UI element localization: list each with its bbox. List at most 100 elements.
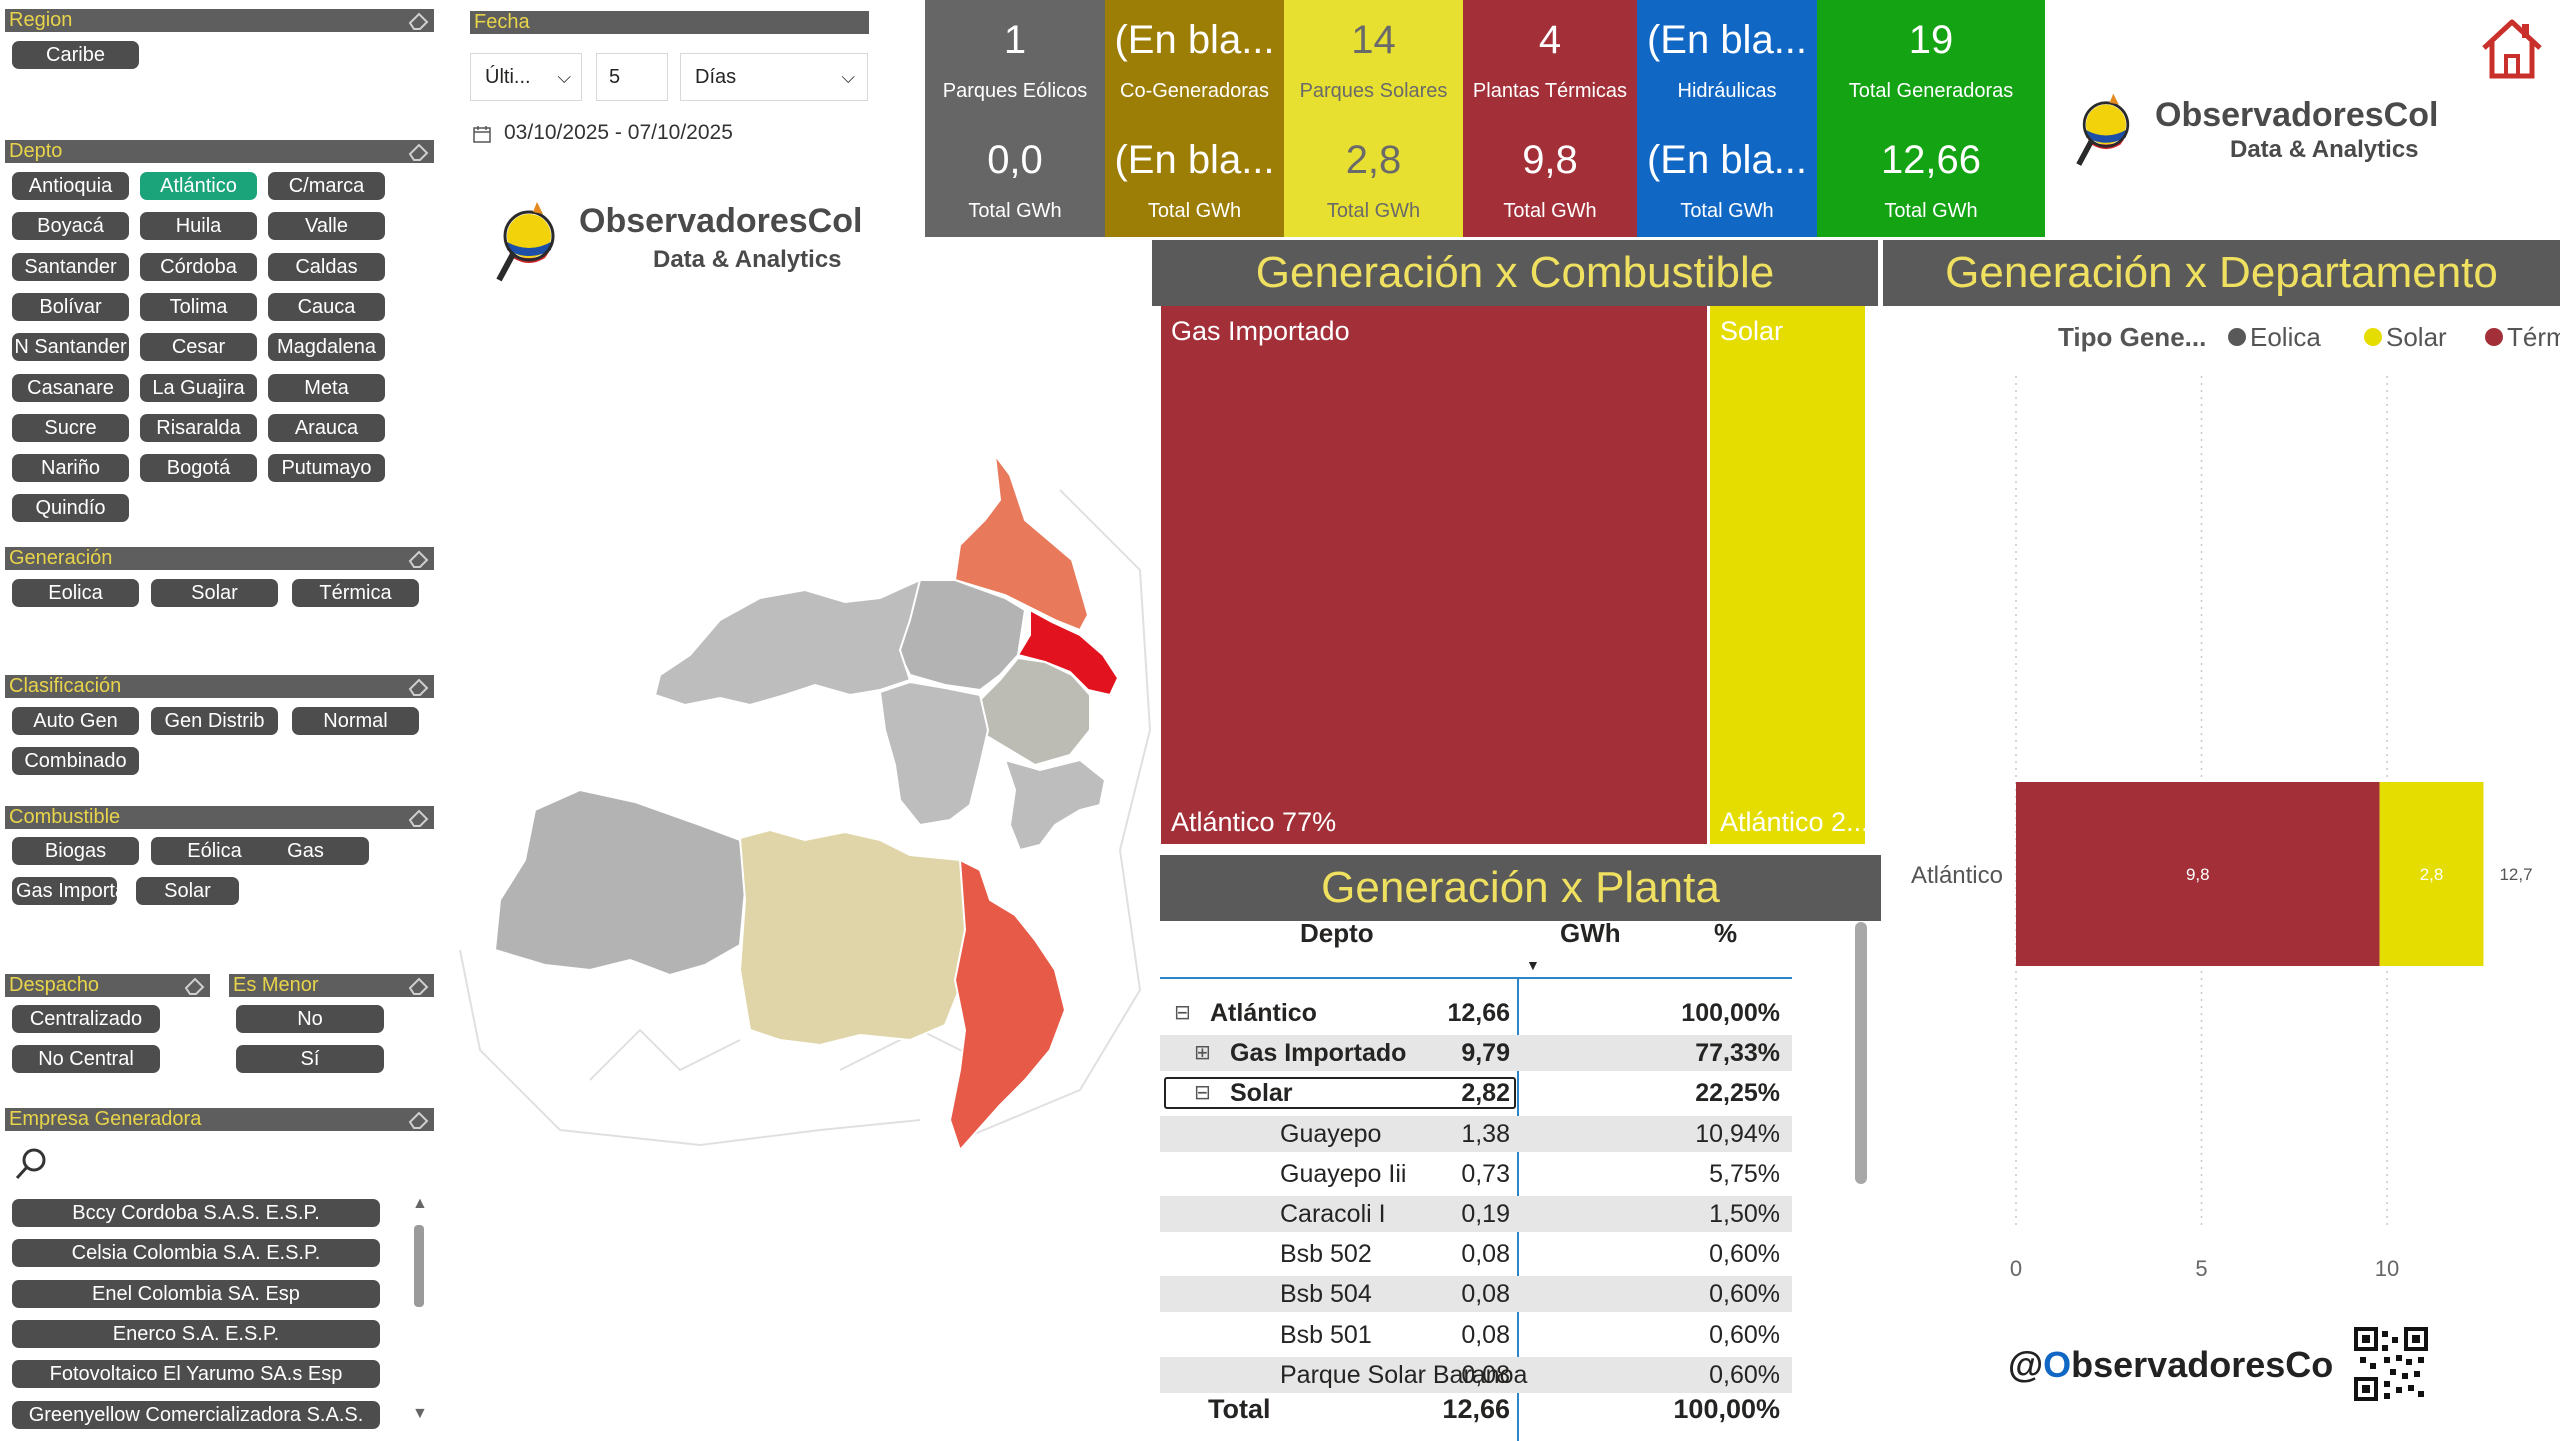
expand-icon[interactable]: ⊞: [1194, 1042, 1211, 1065]
slicer-item-no[interactable]: No: [236, 1005, 384, 1033]
map-region-center[interactable]: [738, 828, 972, 1047]
slicer-item-depto-valle[interactable]: Valle: [268, 212, 385, 240]
eraser-icon[interactable]: [408, 11, 430, 30]
qr-code-icon[interactable]: [2354, 1327, 2428, 1401]
slicer-item-depto-narino[interactable]: Nariño: [12, 454, 129, 482]
slicer-item-empresa[interactable]: Bccy Cordoba S.A.S. E.S.P.: [12, 1199, 380, 1227]
slicer-item-empresa[interactable]: Celsia Colombia S.A. E.S.P.: [12, 1239, 380, 1267]
eraser-icon[interactable]: [408, 549, 430, 568]
treemap-cell-solar[interactable]: Solar Atlántico 2...: [1710, 306, 1865, 844]
slicer-item-depto-caldas[interactable]: Caldas: [268, 253, 385, 281]
table-row[interactable]: Guayepo Iii 0,73 5,75%: [1160, 1156, 1792, 1192]
bar-segment-solar[interactable]: [2379, 782, 2484, 966]
slicer-item-gas[interactable]: Gas: [242, 837, 369, 865]
slicer-item-depto-cesar[interactable]: Cesar: [140, 333, 257, 361]
table-row[interactable]: Caracoli I 0,19 1,50%: [1160, 1196, 1792, 1232]
slicer-item-depto-arauca[interactable]: Arauca: [268, 414, 385, 442]
slicer-item-termica[interactable]: Térmica: [292, 579, 419, 607]
sort-desc-icon[interactable]: ▼: [1526, 957, 1540, 973]
search-icon[interactable]: [14, 1146, 50, 1182]
slicer-item-depto-bolivar[interactable]: Bolívar: [12, 293, 129, 321]
slicer-item-gen-distrib[interactable]: Gen Distrib: [151, 707, 278, 735]
slicer-item-depto-santander[interactable]: Santander: [12, 253, 129, 281]
slicer-item-gas-importado[interactable]: Gas Importado: [12, 877, 117, 905]
table-row[interactable]: Bsb 501 0,08 0,60%: [1160, 1317, 1792, 1353]
eraser-icon[interactable]: [408, 808, 430, 827]
slicer-item-depto-la-guajira[interactable]: La Guajira: [140, 374, 257, 402]
legend-item-solar[interactable]: Solar: [2364, 322, 2447, 353]
slicer-item-eolica[interactable]: Eolica: [12, 579, 139, 607]
map-region-cordoba[interactable]: [1003, 758, 1107, 852]
eraser-icon[interactable]: [408, 677, 430, 696]
fecha-unit-dropdown[interactable]: Días ⌵: [680, 53, 868, 101]
slicer-item-empresa[interactable]: Enerco S.A. E.S.P.: [12, 1320, 380, 1348]
slicer-item-depto-tolima[interactable]: Tolima: [140, 293, 257, 321]
col-header-depto[interactable]: Depto: [1300, 918, 1374, 948]
map-region-atlantico[interactable]: [1016, 608, 1120, 697]
slicer-item-depto-boyaca[interactable]: Boyacá: [12, 212, 129, 240]
eraser-icon[interactable]: [408, 1110, 430, 1129]
collapse-icon[interactable]: ⊟: [1194, 1082, 1211, 1105]
scroll-down-icon[interactable]: ▼: [412, 1405, 428, 1422]
slicer-item-no-central[interactable]: No Central: [12, 1045, 160, 1073]
slicer-item-empresa[interactable]: Fotovoltaico El Yarumo SA.s Esp: [12, 1360, 380, 1388]
map-region-sucre[interactable]: [878, 680, 990, 827]
table-row[interactable]: ⊟ Solar 2,82 22,25%: [1160, 1075, 1792, 1111]
scroll-up-icon[interactable]: ▲: [412, 1195, 428, 1212]
map-region-west[interactable]: [493, 788, 747, 977]
eraser-icon[interactable]: [408, 976, 430, 995]
social-handle[interactable]: @ObservadoresCo: [2008, 1344, 2333, 1386]
matrix-scrollbar[interactable]: [1855, 922, 1867, 1184]
home-icon[interactable]: [2478, 14, 2546, 82]
slicer-item-depto-c-marca[interactable]: C/marca: [268, 172, 385, 200]
scrollbar-thumb[interactable]: [414, 1225, 424, 1307]
slicer-item-solar-comb[interactable]: Solar: [136, 877, 239, 905]
eraser-icon[interactable]: [184, 976, 206, 995]
table-row[interactable]: Bsb 502 0,08 0,60%: [1160, 1236, 1792, 1272]
fecha-count-input[interactable]: 5: [596, 53, 668, 101]
slicer-item-depto-quindio[interactable]: Quindío: [12, 494, 129, 522]
map-region-bolivar[interactable]: [653, 578, 922, 707]
slicer-item-empresa[interactable]: Greenyellow Comercializadora S.A.S.: [12, 1401, 380, 1429]
slicer-item-depto-atlantico[interactable]: Atlántico: [140, 172, 257, 200]
map-region-cesar-n[interactable]: [978, 656, 1091, 767]
department-map[interactable]: [440, 430, 1160, 1150]
slicer-item-depto-putumayo[interactable]: Putumayo: [268, 454, 385, 482]
slicer-item-region[interactable]: Caribe: [12, 41, 139, 69]
slicer-item-depto-magdalena[interactable]: Magdalena: [268, 333, 385, 361]
slicer-item-auto-gen[interactable]: Auto Gen: [12, 707, 139, 735]
slicer-item-depto-sucre[interactable]: Sucre: [12, 414, 129, 442]
slicer-item-normal[interactable]: Normal: [292, 707, 419, 735]
slicer-item-solar[interactable]: Solar: [151, 579, 278, 607]
slicer-item-depto-huila[interactable]: Huila: [140, 212, 257, 240]
slicer-item-depto-antioquia[interactable]: Antioquia: [12, 172, 129, 200]
treemap-combustible[interactable]: Gas Importado Atlántico 77% Solar Atlántico…: [1161, 306, 1871, 844]
slicer-item-biogas[interactable]: Biogas: [12, 837, 139, 865]
legend-item-eolica[interactable]: Eolica: [2228, 322, 2321, 353]
slicer-item-depto-risaralda[interactable]: Risaralda: [140, 414, 257, 442]
map-region-east[interactable]: [948, 858, 1067, 1150]
slicer-item-combinado[interactable]: Combinado: [12, 747, 139, 775]
legend-item-termica[interactable]: Térmica: [2485, 322, 2560, 353]
table-row[interactable]: ⊟ Atlántico 12,66 100,00%: [1160, 995, 1792, 1031]
treemap-cell-gas-importado[interactable]: Gas Importado Atlántico 77%: [1161, 306, 1707, 844]
empresa-scrollbar[interactable]: ▲ ▼: [408, 1195, 430, 1425]
slicer-item-depto-casanare[interactable]: Casanare: [12, 374, 129, 402]
table-row[interactable]: ⊞ Gas Importado 9,79 77,33%: [1160, 1035, 1792, 1072]
slicer-item-depto-bogota[interactable]: Bogotá: [140, 454, 257, 482]
table-row[interactable]: Parque Solar Baranoa 0,08 0,60%: [1160, 1356, 1792, 1393]
slicer-item-depto-cauca[interactable]: Cauca: [268, 293, 385, 321]
map-region-guajira[interactable]: [953, 451, 1090, 632]
collapse-icon[interactable]: ⊟: [1174, 1002, 1191, 1024]
table-row[interactable]: Bsb 504 0,08 0,60%: [1160, 1276, 1792, 1313]
slicer-item-si[interactable]: Sí: [236, 1045, 384, 1073]
fecha-mode-dropdown[interactable]: Últi... ⌵: [470, 53, 582, 101]
slicer-item-depto-meta[interactable]: Meta: [268, 374, 385, 402]
col-header-gwh[interactable]: GWh: [1560, 918, 1621, 948]
eraser-icon[interactable]: [408, 142, 430, 161]
slicer-item-depto-cordoba[interactable]: Córdoba: [140, 253, 257, 281]
table-row[interactable]: Guayepo 1,38 10,94%: [1160, 1115, 1792, 1152]
slicer-item-centralizado[interactable]: Centralizado: [12, 1005, 160, 1033]
slicer-item-empresa[interactable]: Enel Colombia SA. Esp: [12, 1280, 380, 1308]
col-header-pct[interactable]: %: [1714, 918, 1738, 948]
